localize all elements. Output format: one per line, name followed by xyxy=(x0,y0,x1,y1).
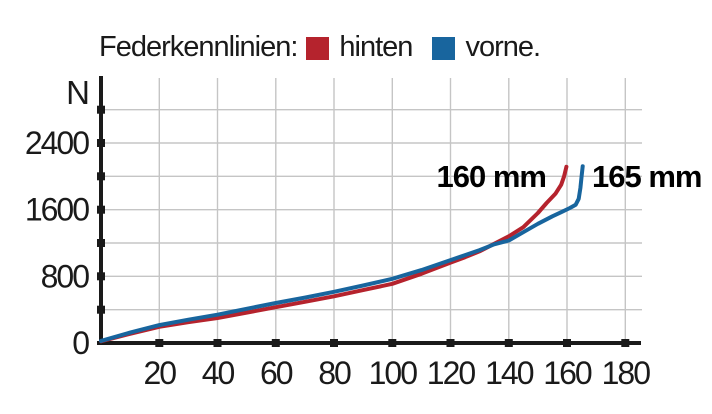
legend-label-hinten: hinten xyxy=(339,31,413,63)
legend-swatch-vorne xyxy=(432,37,456,60)
y-tick-label: 1600 xyxy=(25,192,89,228)
x-tick xyxy=(504,339,513,347)
y-tick-label: 0 xyxy=(72,325,89,361)
y-axis-unit: N xyxy=(66,74,89,111)
y-tick xyxy=(97,139,105,147)
curve-vorne xyxy=(99,164,585,343)
legend-label-vorne: vorne. xyxy=(465,31,541,63)
y-tick xyxy=(97,239,105,247)
y-tick xyxy=(97,172,105,181)
legend: Federkennlinien: hinten vorne. xyxy=(99,31,541,64)
y-tick-label: 800 xyxy=(41,258,90,294)
y-tick xyxy=(97,205,105,214)
x-tick xyxy=(446,339,455,347)
y-tick-label: 2400 xyxy=(25,125,89,161)
x-tick-label: 160 xyxy=(543,355,592,391)
x-tick xyxy=(563,339,571,347)
legend-swatch-hinten xyxy=(306,37,330,60)
x-tick xyxy=(621,339,630,347)
x-tick-label: 140 xyxy=(485,355,534,391)
annotation-hinten: 160 mm xyxy=(437,159,546,194)
x-tick-label: 180 xyxy=(602,355,651,391)
y-tick xyxy=(97,305,105,314)
x-tick-label: 100 xyxy=(369,355,418,391)
axes xyxy=(97,76,641,345)
x-tick-label: 80 xyxy=(318,355,351,391)
x-tick-label: 20 xyxy=(144,355,177,391)
legend-title: Federkennlinien: xyxy=(99,31,298,63)
x-tick xyxy=(330,339,338,347)
x-tick xyxy=(271,339,280,347)
x-tick xyxy=(213,339,222,347)
curve-hinten xyxy=(99,164,569,344)
annotation-vorne: 165 mm xyxy=(592,159,701,194)
x-tick xyxy=(388,339,397,347)
tick-marks xyxy=(97,105,630,347)
x-tick-label: 60 xyxy=(260,355,293,391)
x-tick xyxy=(155,339,164,347)
x-tick-label: 120 xyxy=(427,355,476,391)
y-tick xyxy=(97,105,105,114)
gridlines xyxy=(101,78,642,343)
x-tick-label: 40 xyxy=(202,355,235,391)
y-tick xyxy=(97,272,105,281)
